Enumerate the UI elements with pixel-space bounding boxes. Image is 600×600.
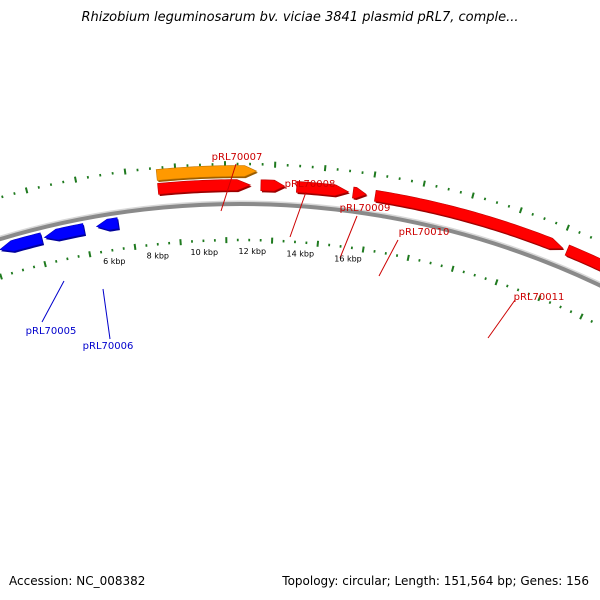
gene-label-pRL70007[interactable]: pRL70007 <box>212 152 263 163</box>
scale-label-10kbp: 10 kbp <box>191 248 219 257</box>
outer-tick-mark <box>435 184 438 188</box>
callout-line-pRL70006 <box>102 288 111 340</box>
inner-tick-mark <box>579 313 584 320</box>
gene-label-pRL70010[interactable]: pRL70010 <box>399 227 450 238</box>
gene-arrow-pRL70010[interactable] <box>352 186 368 199</box>
outer-tick-mark <box>483 197 487 201</box>
callout-line-pRL70007 <box>220 163 237 212</box>
scale-label-12kbp: 12 kbp <box>239 247 267 256</box>
outer-tick-mark <box>74 176 78 183</box>
inner-tick-mark <box>473 273 476 277</box>
inner-tick-mark <box>21 268 25 272</box>
outer-tick-mark <box>518 207 523 214</box>
outer-tick-mark <box>554 221 558 225</box>
outer-tick-mark <box>459 190 462 194</box>
outer-tick-mark <box>49 183 53 187</box>
gene-layer <box>0 165 600 275</box>
outer-tick-mark <box>422 180 426 187</box>
outer-tick-mark <box>37 186 40 189</box>
accession-text: Accession: NC_008382 <box>9 574 146 588</box>
gene-arrow-pRL70006b[interactable] <box>95 217 120 231</box>
outer-tick-mark <box>447 187 450 191</box>
backbone-circle <box>0 202 600 288</box>
inner-tick-mark <box>590 319 594 323</box>
inner-tick-mark <box>316 240 320 247</box>
inner-tick-mark <box>569 310 573 314</box>
outer-tick-mark <box>323 165 327 172</box>
tick-label-layer: 6 kbp 8 kbp 10 kbp 12 kbp 14 kbp 16 kbp <box>103 247 362 266</box>
scale-label-8kbp: 8 kbp <box>147 251 169 260</box>
outer-tick-mark <box>373 171 377 178</box>
inner-tick-mark <box>406 254 410 262</box>
gene-label-pRL70009[interactable]: pRL70009 <box>340 203 391 214</box>
outer-tick-mark <box>471 192 475 199</box>
tick-rings <box>0 161 594 323</box>
inner-tick-mark <box>88 251 92 258</box>
gene-arrow-pRL70006[interactable] <box>43 223 86 241</box>
gene-label-pRL70006[interactable]: pRL70006 <box>83 341 134 352</box>
outer-tick-mark <box>13 192 16 195</box>
outer-tick-mark <box>62 180 65 184</box>
inner-tick-mark <box>462 270 465 274</box>
callout-layer: pRL70005 pRL70006 pRL70007 pRL70008 pRL70009… <box>26 152 565 352</box>
inner-tick-mark <box>506 284 509 288</box>
callout-line-pRL70008 <box>289 191 307 238</box>
inner-tick-mark <box>361 246 365 253</box>
inner-tick-mark <box>418 258 421 262</box>
scale-label-6kbp: 6 kbp <box>103 257 125 266</box>
scale-label-16kbp: 16 kbp <box>334 255 362 264</box>
gene-arrow-pRL70007[interactable] <box>155 165 258 181</box>
inner-tick-mark <box>527 292 531 296</box>
outer-tick-mark <box>589 235 593 239</box>
gene-label-pRL70011[interactable]: pRL70011 <box>514 292 565 303</box>
inner-tick-mark <box>55 259 58 263</box>
gene-label-pRL70005[interactable]: pRL70005 <box>26 326 77 337</box>
scale-label-14kbp: 14 kbp <box>287 249 315 258</box>
outer-tick-mark <box>24 187 29 194</box>
inner-tick-mark <box>548 301 552 305</box>
inner-tick-mark <box>66 257 69 261</box>
inner-tick-mark <box>10 271 14 275</box>
inner-tick-mark <box>77 255 80 258</box>
inner-tick-mark <box>32 265 36 269</box>
inner-tick-mark <box>133 243 137 251</box>
inner-tick-mark <box>429 261 432 265</box>
gene-arrow-pRL70008[interactable] <box>260 179 286 192</box>
outer-tick-mark <box>1 195 4 199</box>
gene-label-pRL70008[interactable]: pRL70008 <box>285 179 336 190</box>
inner-tick-mark <box>559 305 562 309</box>
inner-tick-mark <box>0 273 3 280</box>
callout-line-pRL70011 <box>487 299 516 339</box>
outer-tick-mark <box>565 224 570 231</box>
inner-tick-mark <box>440 264 443 268</box>
outer-tick-mark <box>531 212 534 216</box>
gene-arrow-pRL70012[interactable] <box>564 244 600 275</box>
gene-arrow-pRL70011[interactable] <box>374 189 564 249</box>
inner-tick-mark <box>450 265 455 272</box>
callout-line-pRL70009 <box>339 215 358 259</box>
map-title: Rhizobium leguminosarum bv. viciae 3841 … <box>81 10 519 25</box>
backbone-layer <box>0 200 600 288</box>
callout-line-pRL70005 <box>41 280 65 323</box>
outer-tick-mark <box>495 201 499 205</box>
outer-tick-mark <box>543 217 546 221</box>
inner-tick-mark <box>43 260 47 268</box>
inner-tick-mark <box>516 288 520 292</box>
inner-tick-mark <box>484 277 487 281</box>
gene-arrow-pRL70007r[interactable] <box>157 179 252 195</box>
gene-arrow-pRL70005[interactable] <box>0 232 44 252</box>
inner-tick-mark <box>537 294 542 302</box>
outer-tick-mark <box>507 204 511 208</box>
inner-tick-mark <box>494 279 499 286</box>
outer-tick-mark <box>123 168 127 175</box>
outer-tick-mark <box>578 230 581 234</box>
callout-line-pRL70010 <box>378 239 399 277</box>
summary-text: Topology: circular; Length: 151,564 bp; … <box>282 574 589 588</box>
